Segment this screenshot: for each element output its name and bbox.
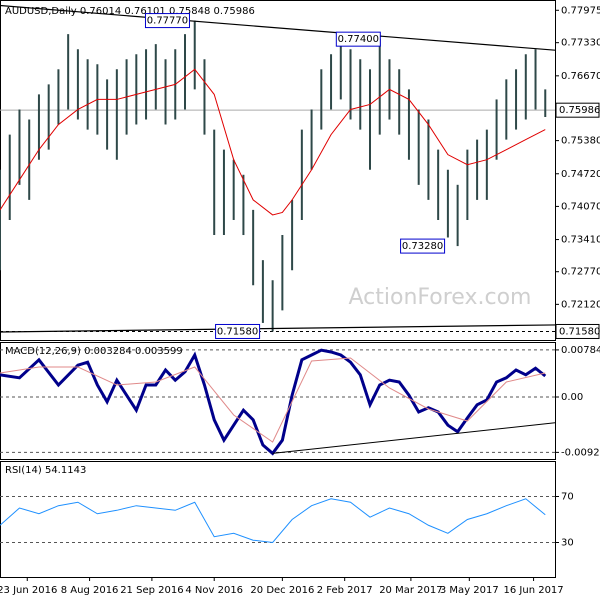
x-tick-label: 23 Jun 2016 <box>0 585 57 596</box>
y-tick-label: 0.72770 <box>561 267 600 278</box>
panel-title: RSI(14) 54.1143 <box>5 465 86 476</box>
annotation-label: 0.77400 <box>338 34 379 45</box>
y-tick-label: 0.77330 <box>561 38 600 49</box>
x-tick-label: 8 Aug 2016 <box>61 585 119 596</box>
y-tick-label: 0.73410 <box>561 235 600 246</box>
annotation-box <box>400 238 446 254</box>
y-tick-label: 0.007848 <box>561 345 600 356</box>
rsi-panel <box>0 461 556 578</box>
annotation-label: 0.77770 <box>147 16 188 27</box>
y-tick-label: 30 <box>561 538 574 549</box>
support-label: 0.71580 <box>559 326 600 337</box>
annotation-label: 0.73280 <box>402 241 443 252</box>
panel-title: AUDUSD,Daily 0.76014 0.76101 0.75848 0.7… <box>5 6 255 17</box>
signal-line <box>0 357 546 443</box>
annotation-label: 0.71580 <box>217 326 258 337</box>
trendline <box>272 422 556 454</box>
watermark: ActionForex.com <box>349 285 532 310</box>
y-tick-label: 0.75380 <box>561 136 600 147</box>
y-tick-label: 0.72120 <box>561 299 600 310</box>
annotation-box <box>215 323 261 339</box>
rsi-line <box>0 498 546 544</box>
moving-average <box>0 68 546 216</box>
annotation-box <box>335 31 381 47</box>
trendline <box>0 4 556 51</box>
price-panel <box>0 0 556 341</box>
annotation-box <box>144 13 190 29</box>
y-tick-label: 0.74720 <box>561 169 600 180</box>
x-tick-label: 20 Mar 2017 <box>379 585 442 596</box>
macd-line <box>0 348 547 456</box>
x-tick-label: 20 Dec 2016 <box>250 585 314 596</box>
last-price-label: 0.75986 <box>559 105 600 116</box>
y-tick-label: 0.00 <box>561 392 583 403</box>
y-tick-label: 0.74070 <box>561 201 600 212</box>
y-tick-label: 70 <box>561 492 574 503</box>
x-tick-label: 3 May 2017 <box>440 585 499 596</box>
support-box <box>555 323 600 339</box>
y-tick-label: 0.77975 <box>561 5 600 16</box>
y-tick-label: -0.00923 <box>561 447 600 458</box>
y-tick-label: 0.76670 <box>561 71 600 82</box>
macd-panel <box>0 342 556 460</box>
trendline <box>0 324 556 333</box>
x-tick-label: 21 Sep 2016 <box>120 585 183 596</box>
x-tick-label: 4 Nov 2016 <box>185 585 243 596</box>
panel-title: MACD(12,26,9) 0.003284 0.003599 <box>5 346 183 357</box>
x-tick-label: 16 Jun 2017 <box>504 585 564 596</box>
x-tick-label: 2 Feb 2017 <box>317 585 373 596</box>
last-price-box <box>555 102 600 118</box>
